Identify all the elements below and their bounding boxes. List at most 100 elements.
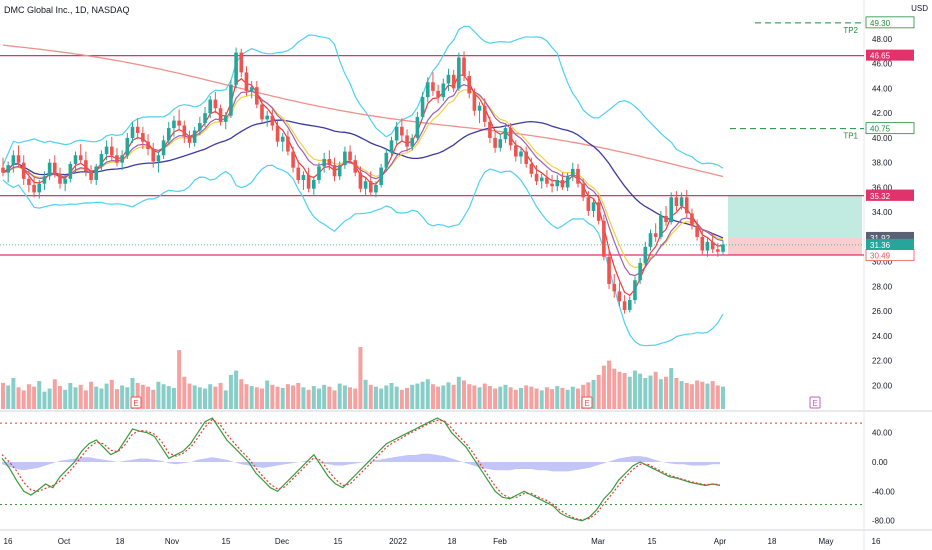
symbol-title[interactable]: DMC Global Inc., 1D, NASDAQ — [4, 5, 130, 15]
volume-bar — [394, 386, 399, 409]
price-label-box — [865, 16, 915, 29]
date-tick-label: 15 — [648, 537, 657, 546]
volume-bar — [57, 386, 62, 409]
volume-bar — [487, 386, 492, 409]
volume-bar — [94, 386, 99, 409]
volume-bar — [177, 350, 182, 409]
volume-bar — [26, 384, 31, 409]
candle-body — [203, 113, 207, 124]
date-tick-label: Nov — [165, 537, 179, 546]
volume-bar — [482, 383, 487, 409]
candle-body — [63, 178, 67, 184]
volume-bar — [32, 386, 37, 409]
candle-body — [275, 125, 280, 142]
earnings-marker-label: E — [812, 399, 817, 408]
volume-bar — [296, 382, 301, 409]
price-label-text: 46.65 — [870, 52, 891, 61]
candle-body — [586, 197, 591, 211]
candle-body — [234, 52, 238, 85]
volume-bar — [627, 376, 632, 409]
candle-body — [498, 139, 503, 148]
candle-body — [710, 241, 715, 250]
volume-bar — [596, 374, 601, 409]
candle-body — [280, 136, 285, 142]
price-label-box — [866, 238, 914, 250]
candle-body — [576, 168, 580, 184]
volume-bar — [684, 382, 689, 409]
date-tick-label: May — [818, 537, 833, 546]
candle-body — [78, 155, 83, 161]
volume-bar — [415, 383, 420, 409]
earnings-marker-label: E — [133, 399, 138, 408]
price-tick-label: 30.00 — [872, 258, 893, 267]
volume-bar — [669, 368, 674, 409]
volume-bar — [244, 384, 249, 409]
candle-body — [400, 126, 404, 136]
target-label: TP2 — [843, 26, 858, 35]
volume-bar — [363, 379, 368, 409]
price-tick-label: 22.00 — [872, 357, 893, 366]
candle-body — [462, 57, 466, 77]
currency-label: USD — [911, 4, 928, 13]
candle-body — [612, 283, 617, 292]
candle-body — [695, 225, 699, 237]
volume-bar — [695, 380, 700, 409]
candle-body — [457, 57, 461, 89]
candle-body — [6, 165, 10, 173]
candle-body — [415, 116, 420, 138]
candle-body — [653, 233, 658, 237]
candle-body — [130, 126, 135, 138]
loss-zone — [728, 237, 862, 256]
volume-bar — [151, 389, 156, 409]
volume-bar — [83, 390, 88, 409]
candle-body — [394, 126, 399, 141]
candle-body — [436, 90, 440, 98]
candle-body — [643, 246, 648, 263]
volume-bar — [689, 384, 694, 409]
earnings-marker — [809, 396, 821, 409]
candle-body — [384, 152, 389, 168]
candle-body — [177, 120, 181, 126]
candle-body — [16, 155, 21, 163]
candle-body — [519, 151, 523, 157]
volume-bar — [109, 379, 114, 409]
candle-body — [218, 108, 223, 122]
price-tick-label: 36.00 — [872, 183, 893, 192]
earnings-marker — [581, 396, 593, 409]
candle-body — [669, 197, 674, 223]
candle-body — [68, 163, 73, 179]
candle-body — [27, 178, 31, 185]
candle-body — [37, 183, 42, 193]
volume-bar — [648, 375, 653, 409]
volume-bar — [166, 386, 171, 409]
volume-bar — [11, 378, 16, 409]
candle-body — [135, 126, 140, 133]
ema-purple-line — [2, 84, 724, 277]
volume-bar — [430, 384, 435, 409]
volume-bar — [384, 385, 389, 409]
candle-body — [368, 181, 373, 193]
volume-bar — [467, 384, 472, 409]
date-tick-label: Apr — [714, 537, 727, 546]
candle-body — [42, 176, 47, 184]
volume-bar — [560, 387, 565, 409]
candle-body — [291, 151, 295, 168]
candle-body — [581, 183, 585, 198]
candle-body — [534, 173, 539, 182]
candle-body — [21, 162, 26, 179]
candle-body — [89, 171, 93, 181]
volume-bar — [47, 388, 52, 409]
price-tick-label: 20.00 — [872, 381, 893, 390]
candle-body — [705, 241, 710, 251]
candle-body — [638, 262, 642, 281]
sma-slow-line — [2, 44, 724, 178]
volume-bar — [555, 386, 560, 409]
date-tick-label: 18 — [116, 537, 125, 546]
candle-body — [716, 249, 720, 252]
volume-bar — [223, 390, 228, 409]
volume-bar — [161, 384, 166, 409]
volume-bar — [197, 387, 202, 409]
candle-body — [296, 167, 301, 181]
volume-bar — [89, 381, 94, 409]
